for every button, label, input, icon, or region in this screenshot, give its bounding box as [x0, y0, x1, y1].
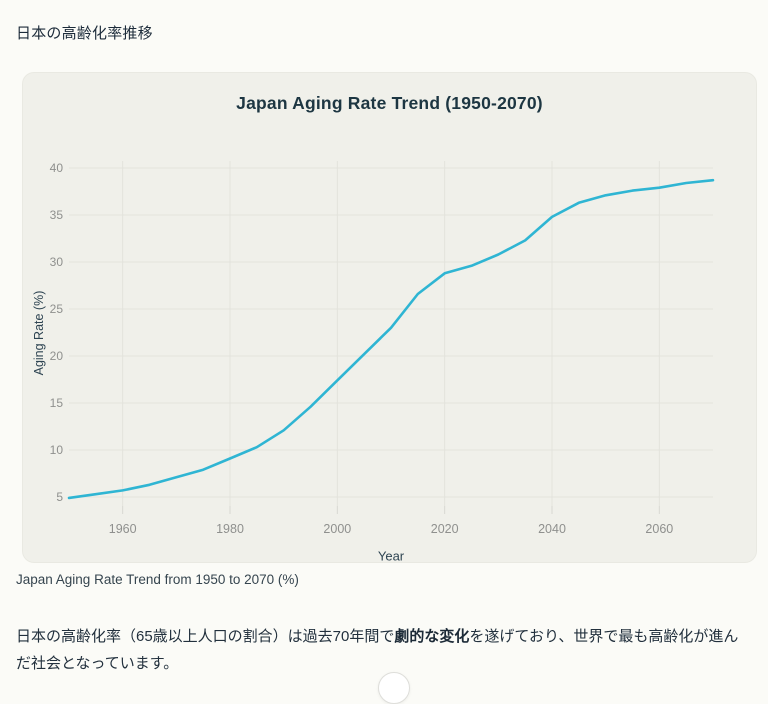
svg-text:20: 20: [50, 349, 64, 363]
chart-title: Japan Aging Rate Trend (1950-2070): [236, 93, 543, 113]
aging-rate-line-chart: 5 10 15 20 25 30 35 40 1960 1980 2000 2020 2040 2060: [50, 161, 715, 536]
svg-text:1960: 1960: [109, 522, 137, 536]
page: 日本の高齢化率推移 Japan Aging Rate Trend (1950-2…: [16, 25, 757, 704]
svg-text:1980: 1980: [216, 522, 244, 536]
paragraph-text-before: 日本の高齢化率（65歳以上人口の割合）は過去70年間で: [16, 628, 395, 645]
svg-text:35: 35: [50, 208, 64, 222]
svg-text:30: 30: [50, 255, 64, 269]
chart-caption: Japan Aging Rate Trend from 1950 to 2070…: [16, 572, 299, 587]
svg-text:2040: 2040: [538, 522, 566, 536]
chart-card: Japan Aging Rate Trend (1950-2070) 5 10 15…: [22, 72, 757, 563]
body-paragraph: 日本の高齢化率（65歳以上人口の割合）は過去70年間で劇的な変化を遂げており、世…: [16, 623, 752, 677]
y-axis-label: Aging Rate (%): [32, 290, 46, 376]
page-title: 日本の高齢化率推移: [16, 25, 153, 42]
svg-text:2060: 2060: [645, 522, 673, 536]
svg-text:10: 10: [50, 443, 64, 457]
svg-text:15: 15: [50, 396, 64, 410]
paragraph-bold-text: 劇的な変化: [394, 628, 470, 645]
svg-text:40: 40: [50, 161, 64, 175]
x-axis-label: Year: [377, 548, 405, 563]
svg-text:2020: 2020: [431, 522, 459, 536]
svg-text:25: 25: [50, 302, 64, 316]
paragraph-text-after: を遂げており、世界で最も高齢化が進んだ社会となっています。: [16, 628, 739, 672]
svg-text:5: 5: [56, 490, 63, 504]
svg-text:2000: 2000: [323, 522, 351, 536]
